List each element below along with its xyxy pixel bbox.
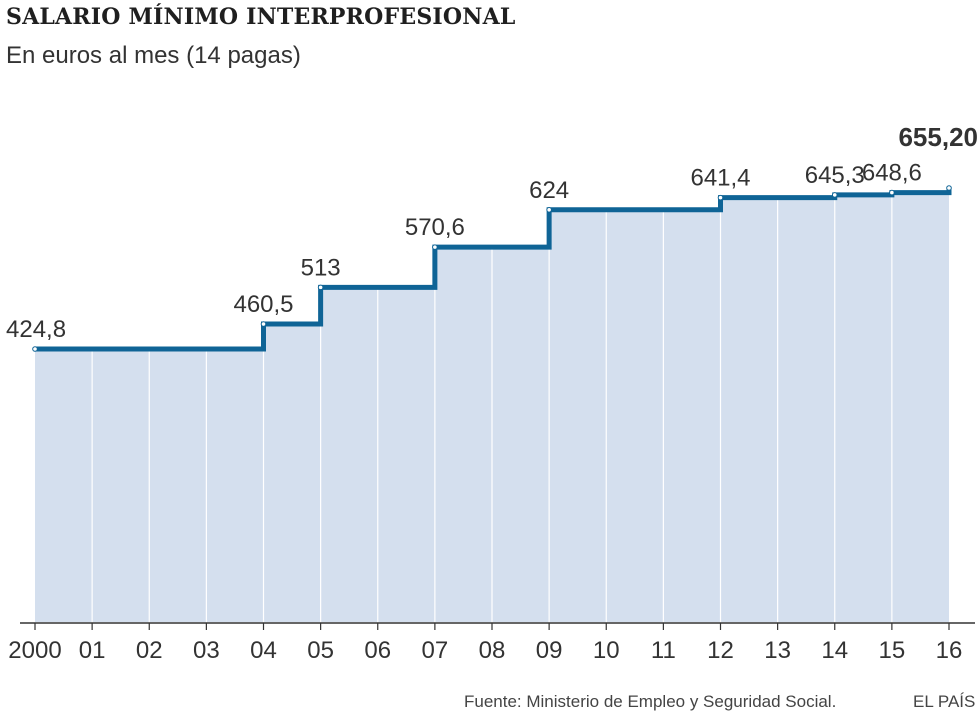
data-label: 645,3 xyxy=(805,162,865,189)
step-point xyxy=(946,185,952,191)
step-point xyxy=(260,321,267,327)
chart-title: Salario mínimo interprofesional xyxy=(6,4,516,30)
x-tick-label: 07 xyxy=(422,637,449,664)
chart-subtitle: En euros al mes (14 pagas) xyxy=(6,42,301,69)
data-label: 641,4 xyxy=(690,165,750,192)
x-tick-label: 05 xyxy=(307,637,334,664)
x-tick-label: 13 xyxy=(764,637,791,664)
x-tick-label: 08 xyxy=(479,637,506,664)
x-tick-label: 04 xyxy=(250,637,277,664)
data-label: 655,20 xyxy=(898,122,978,152)
publisher-brand: EL PAÍS xyxy=(913,692,976,711)
x-tick-label: 03 xyxy=(193,637,220,664)
data-label: 513 xyxy=(301,254,341,281)
x-tick-label: 02 xyxy=(136,637,163,664)
step-point xyxy=(717,194,724,201)
data-label: 570,6 xyxy=(405,214,465,241)
x-tick-label: 11 xyxy=(651,637,676,664)
data-label: 460,5 xyxy=(233,291,293,318)
step-point xyxy=(889,189,895,196)
x-tick-label: 16 xyxy=(936,637,963,664)
step-point xyxy=(317,284,324,291)
x-tick-label: 14 xyxy=(821,637,848,664)
data-label: 624 xyxy=(529,177,569,204)
x-tick-label: 2000 xyxy=(8,637,61,664)
x-tick-label: 01 xyxy=(79,637,106,664)
x-tick-label: 12 xyxy=(707,637,734,664)
data-label: 424,8 xyxy=(6,316,66,343)
step-point xyxy=(432,244,438,250)
data-label: 648,6 xyxy=(862,160,922,187)
x-tick-label: 10 xyxy=(593,637,620,664)
x-tick-label: 09 xyxy=(536,637,563,664)
source-note: Fuente: Ministerio de Empleo y Seguridad… xyxy=(464,692,837,711)
step-point xyxy=(32,346,38,352)
x-tick-label: 15 xyxy=(879,637,906,664)
x-tick-label: 06 xyxy=(364,637,391,664)
step-point xyxy=(546,207,552,213)
step-point xyxy=(831,192,838,198)
